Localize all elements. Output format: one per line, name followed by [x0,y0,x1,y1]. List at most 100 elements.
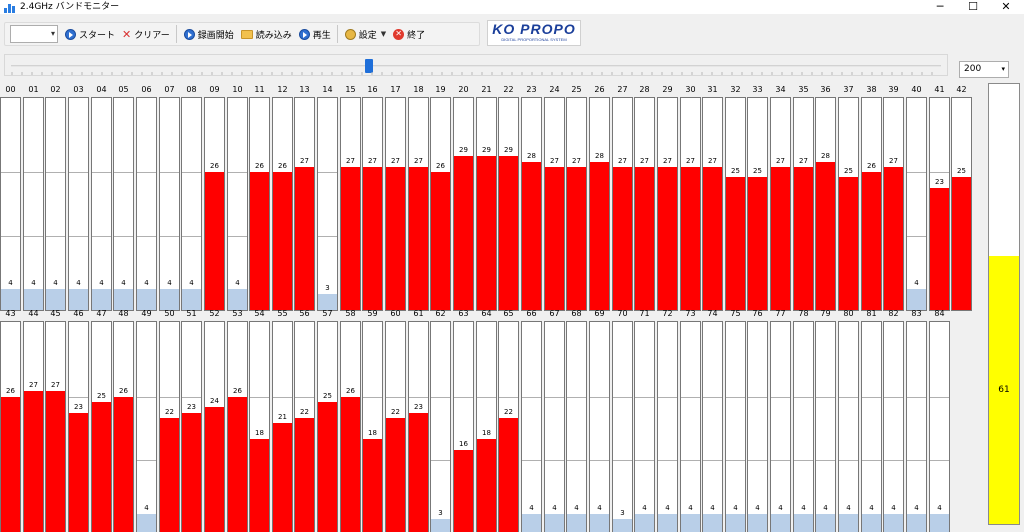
channel-60: 60 22 [385,307,406,532]
channel-value: 27 [635,157,654,166]
channel-44: 44 27 [23,307,44,532]
grid-line [703,397,722,398]
clear-button[interactable]: ✕ クリアー [122,24,170,44]
grid-line [46,172,65,173]
start-button[interactable]: スタート [65,24,115,44]
channel-label: 23 [526,85,537,94]
grid-line [884,397,903,398]
grid-line [567,460,586,461]
channel-37: 37 25 [838,83,859,311]
play-button[interactable]: 再生 [298,24,331,44]
exit-button[interactable]: ✕ 終了 [393,24,425,44]
record-button[interactable]: 録画開始 [183,24,234,44]
toolbar-separator [336,25,338,43]
grid-line [386,397,405,398]
channel-bar [726,514,745,532]
toolbar: ▾ スタート ✕ クリアー 録画開始 読み込み 再生 [0,18,1024,50]
channel-value: 22 [386,408,405,417]
grid-line [477,397,496,398]
channel-value: 27 [295,157,314,166]
folder-icon [240,29,253,39]
channel-value: 4 [46,279,65,288]
title-bar[interactable]: 2.4GHz バンドモニター ─ ☐ ✕ [0,0,1024,14]
channel-bar-box: 18 [476,321,497,532]
channel-value: 28 [816,152,835,161]
maximize-button[interactable]: ☐ [968,0,978,13]
channel-label: 77 [775,309,786,318]
grid-line [658,460,677,461]
channel-value: 29 [499,146,518,155]
channel-42: 42 25 [951,83,972,311]
gear-icon [344,28,356,40]
channel-bar-box: 4 [227,97,248,311]
load-button[interactable]: 読み込み [240,24,292,44]
channel-bar [794,167,813,310]
channel-bar-box: 25 [747,97,768,311]
channel-label: 29 [662,85,673,94]
channel-45: 45 27 [45,307,66,532]
channel-bar-box: 29 [476,97,497,311]
grid-line [771,460,790,461]
timeline-slider[interactable] [4,54,948,76]
channel-bar [431,172,450,310]
channel-bar [726,177,745,310]
channel-bar [748,177,767,310]
grid-line [930,397,949,398]
x-icon: ✕ [122,27,132,41]
grid-line [839,460,858,461]
channel-label: 59 [367,309,378,318]
channel-15: 15 27 [340,83,361,311]
channel-16: 16 27 [362,83,383,311]
channel-value: 4 [182,279,201,288]
channel-bar-box: 27 [294,97,315,311]
channel-bar [816,162,835,310]
chevron-down-icon: ▾ [50,29,55,38]
port-select[interactable]: ▾ [10,25,58,43]
level-meter: 61 [988,83,1020,525]
channel-bar [46,391,65,532]
zoom-select[interactable]: 200 ▾ [959,61,1009,78]
channel-label: 49 [141,309,152,318]
channel-58: 58 26 [340,307,361,532]
channel-bar [545,514,564,532]
channel-bar [273,423,292,532]
channel-bar [952,177,971,310]
channel-label: 53 [232,309,243,318]
channel-label: 45 [50,309,61,318]
zoom-value: 200 [964,64,982,74]
channel-bar-box: 22 [498,321,519,532]
channel-bar-box: 27 [408,97,429,311]
channel-bar [771,167,790,310]
chevron-down-icon[interactable]: ▼ [380,30,387,38]
channel-bar [477,156,496,310]
grid-line [454,397,473,398]
grid-line [69,236,88,237]
channel-bar [1,289,20,310]
channel-bar [816,514,835,532]
grid-line [545,397,564,398]
minimize-button[interactable]: ─ [936,0,944,13]
channel-66: 66 4 [521,307,542,532]
channel-bar-box: 26 [0,321,21,532]
channel-label: 37 [843,85,854,94]
channel-value: 25 [726,167,745,176]
slider-thumb[interactable] [365,59,374,73]
channel-bar [613,519,632,532]
settings-button[interactable]: 設定 ▼ [344,24,387,44]
close-button[interactable]: ✕ [1001,0,1011,13]
grid-line [930,460,949,461]
grid-line [862,397,881,398]
channel-label: 07 [164,85,175,94]
channel-label: 02 [50,85,61,94]
grid-line [907,397,926,398]
channel-label: 25 [571,85,582,94]
channel-value: 4 [681,504,700,513]
channel-value: 23 [409,403,428,412]
channel-label: 01 [28,85,39,94]
channel-label: 06 [141,85,152,94]
slider-track[interactable] [11,65,941,67]
channel-label: 78 [798,309,809,318]
channel-65: 65 22 [498,307,519,532]
channel-80: 80 4 [838,307,859,532]
channel-label: 81 [866,309,877,318]
